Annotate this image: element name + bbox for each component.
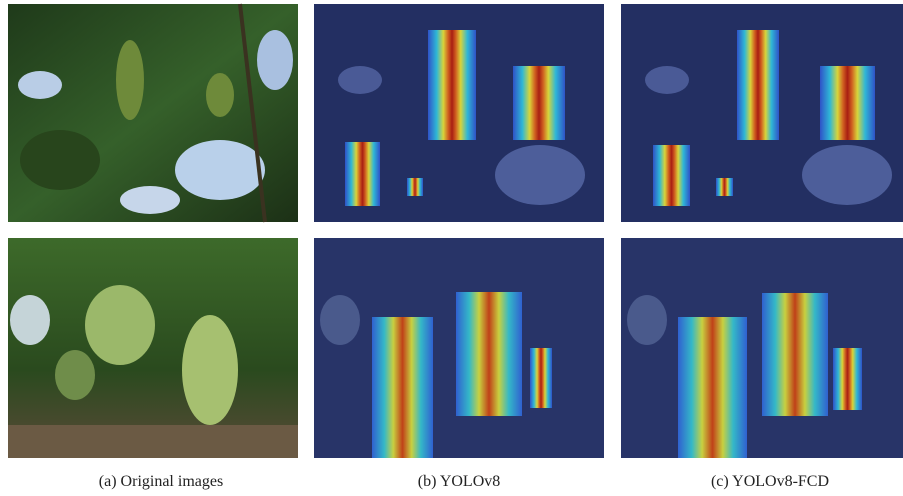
caption: (c) YOLOv8-FCD	[711, 473, 829, 490]
caption: (a) Original images	[99, 473, 223, 490]
caption: (b) YOLOv8	[418, 473, 501, 490]
original-image-1	[8, 4, 298, 222]
figure: (a) Original images (b) YOLOv8 (c) YOLOv…	[0, 0, 903, 496]
original-image-2	[8, 238, 298, 458]
